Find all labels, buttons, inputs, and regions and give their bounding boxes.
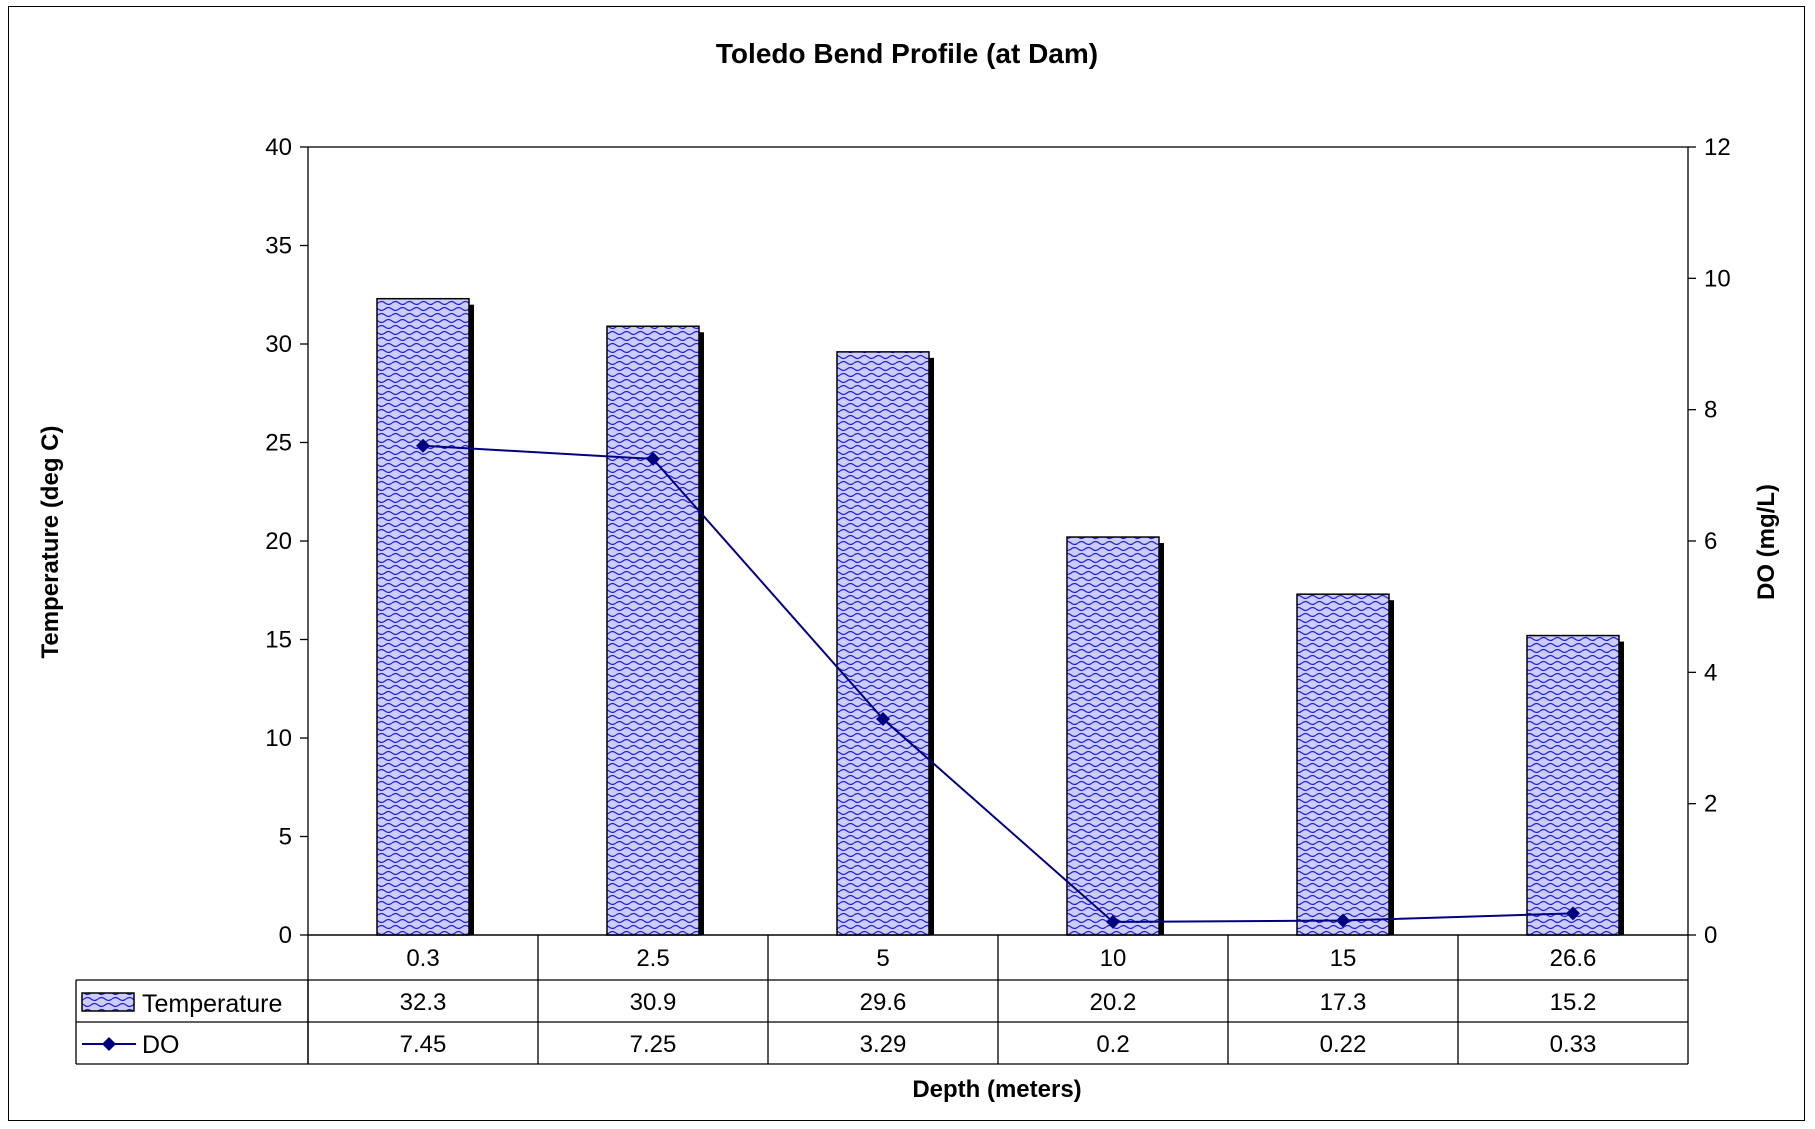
temperature-bar xyxy=(1296,593,1390,936)
plot-border xyxy=(307,146,1689,936)
temperature-legend-swatch xyxy=(81,992,135,1012)
data-label: 15.2 xyxy=(1550,989,1597,1016)
temperature-bar xyxy=(836,351,930,936)
data-label: 30.9 xyxy=(630,989,677,1016)
left-tick-label: 0 xyxy=(279,922,292,949)
do-line-series xyxy=(416,438,1580,929)
left-tick-label: 20 xyxy=(265,528,292,555)
data-label: 3.29 xyxy=(860,1031,907,1058)
left-tick-label: 40 xyxy=(265,134,292,161)
do-legend-marker xyxy=(102,1037,116,1051)
temperature-bar xyxy=(1066,536,1160,936)
data-label: 0.2 xyxy=(1096,1031,1129,1058)
data-label: 32.3 xyxy=(400,989,447,1016)
right-tick-label: 2 xyxy=(1704,791,1717,818)
temperature-bar xyxy=(1526,634,1620,936)
y-axis-label: Temperature (deg C) xyxy=(37,426,64,659)
right-tick-label: 4 xyxy=(1704,659,1717,686)
do-marker xyxy=(416,438,430,453)
category-label: 15 xyxy=(1330,945,1357,972)
temperature-legend-label: Temperature xyxy=(142,990,282,1018)
temperature-bars xyxy=(376,297,1624,936)
data-label: 7.45 xyxy=(400,1031,447,1058)
temperature-bar xyxy=(376,297,470,936)
right-tick-label: 6 xyxy=(1704,528,1717,555)
left-tick-label: 25 xyxy=(265,430,292,457)
category-label: 5 xyxy=(876,945,889,972)
left-axis: 0 5 10 15 20 25 30 35 40 xyxy=(265,134,308,949)
right-tick-label: 8 xyxy=(1704,397,1717,424)
data-label: 20.2 xyxy=(1090,989,1137,1016)
plot-area xyxy=(307,146,1689,936)
data-label: 7.25 xyxy=(630,1031,677,1058)
do-marker xyxy=(646,451,660,466)
left-tick-label: 5 xyxy=(279,824,292,851)
chart-title: Toledo Bend Profile (at Dam) xyxy=(716,38,1098,69)
data-label: 0.22 xyxy=(1320,1031,1367,1058)
left-tick-label: 10 xyxy=(265,725,292,752)
chart-frame xyxy=(8,6,1805,1121)
right-tick-label: 10 xyxy=(1704,265,1731,292)
do-legend-label: DO xyxy=(142,1031,180,1059)
do-line xyxy=(422,444,1574,923)
category-label: 26.6 xyxy=(1550,945,1597,972)
do-marker xyxy=(1566,906,1580,921)
y2-axis-label: DO (mg/L) xyxy=(1753,484,1780,600)
data-label: 0.33 xyxy=(1550,1031,1597,1058)
do-marker xyxy=(1106,914,1120,929)
do-marker xyxy=(1336,913,1350,928)
temperature-bar xyxy=(606,325,700,936)
x-axis-label: Depth (meters) xyxy=(912,1076,1081,1103)
category-label: 10 xyxy=(1100,945,1127,972)
left-tick-label: 35 xyxy=(265,233,292,260)
category-label: 2.5 xyxy=(636,945,669,972)
category-label: 0.3 xyxy=(406,945,439,972)
right-axis: 0 2 4 6 8 10 12 xyxy=(1688,134,1731,949)
data-label: 29.6 xyxy=(860,989,907,1016)
do-marker xyxy=(876,711,890,726)
left-tick-label: 30 xyxy=(265,331,292,358)
right-tick-label: 0 xyxy=(1704,922,1717,949)
data-table: 0.3 2.5 5 10 15 26.6 32.3 30.9 29.6 20.2 17.3 15.2 7… xyxy=(75,934,1689,1065)
right-tick-label: 12 xyxy=(1704,134,1731,161)
data-label: 17.3 xyxy=(1320,989,1367,1016)
left-tick-label: 15 xyxy=(265,627,292,654)
